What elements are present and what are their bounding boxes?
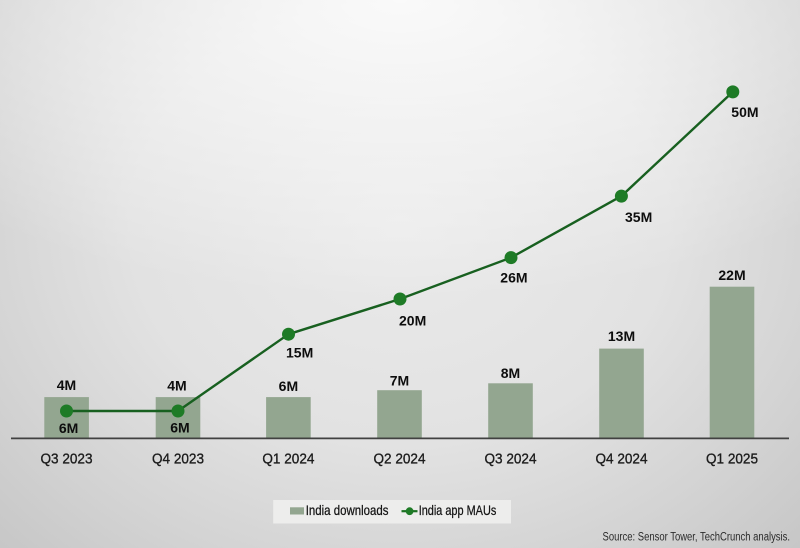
svg-text:35M: 35M <box>625 209 652 225</box>
svg-text:13M: 13M <box>608 328 635 344</box>
svg-text:Q4 2024: Q4 2024 <box>596 451 648 468</box>
svg-text:6M: 6M <box>279 378 298 394</box>
svg-text:50M: 50M <box>731 104 758 120</box>
svg-text:India downloads: India downloads <box>306 502 389 518</box>
svg-text:Q3 2024: Q3 2024 <box>485 451 537 468</box>
svg-text:26M: 26M <box>500 270 527 286</box>
svg-text:8M: 8M <box>501 365 520 381</box>
svg-text:Q1 2024: Q1 2024 <box>262 451 314 468</box>
svg-text:Q3 2023: Q3 2023 <box>41 451 93 468</box>
svg-text:4M: 4M <box>167 378 186 394</box>
svg-text:22M: 22M <box>718 267 745 283</box>
svg-text:Source: Sensor Tower, TechCrun: Source: Sensor Tower, TechCrunch analysi… <box>603 532 791 544</box>
svg-text:7M: 7M <box>390 373 409 389</box>
svg-text:20M: 20M <box>399 313 426 329</box>
svg-text:India app MAUs: India app MAUs <box>419 502 497 518</box>
svg-text:Q4 2023: Q4 2023 <box>152 451 204 468</box>
svg-text:6M: 6M <box>170 420 189 436</box>
svg-text:15M: 15M <box>286 344 313 360</box>
svg-text:Q2 2024: Q2 2024 <box>374 451 426 468</box>
svg-text:Q1 2025: Q1 2025 <box>706 451 758 468</box>
svg-text:6M: 6M <box>59 420 78 436</box>
svg-text:4M: 4M <box>57 377 76 393</box>
